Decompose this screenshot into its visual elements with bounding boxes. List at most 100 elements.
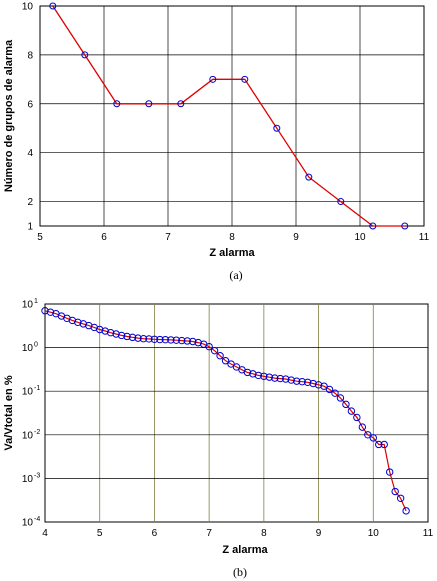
chart-b-y-tick-label: 10 <box>22 343 34 354</box>
chart-b-x-tick-label: 8 <box>261 528 267 539</box>
chart-a-ylabel: Número de grupos de alarma <box>3 39 15 192</box>
chart-b-data-point <box>178 336 186 345</box>
chart-b-data-point <box>320 382 328 390</box>
chart-a-grid <box>40 6 424 226</box>
chart-b-x-tick-label: 10 <box>368 528 380 539</box>
chart-b-y-tick-exponent: 0 <box>34 342 38 349</box>
chart-b-data-point <box>150 335 159 344</box>
chart-b-data-point <box>79 320 88 328</box>
chart-b-y-tick-label: 10 <box>22 474 34 485</box>
chart-b-series-line <box>44 310 407 512</box>
chart-b-data-point <box>249 370 257 378</box>
chart-b-data-point <box>358 423 367 431</box>
chart-b-data-point <box>364 431 372 439</box>
chart-b-ylabel: Va/Vtotal en % <box>3 375 15 450</box>
chart-a-data-point <box>401 222 409 230</box>
chart-b-y-tick-label: 10 <box>22 430 34 441</box>
chart-b-y-tick-exponent: 1 <box>34 298 38 305</box>
chart-b-data-point <box>353 413 361 422</box>
chart-b-y-tick-label: 10 <box>22 300 34 311</box>
chart-b-data-point <box>41 307 49 315</box>
chart-b-x-ticks: 4 5 6 7 8 9 10 11 <box>42 528 433 539</box>
chart-a-data-point <box>49 2 57 10</box>
chart-a-x-tick-label: 10 <box>354 232 366 243</box>
chart-b-xlabel: Z alarma <box>222 544 268 556</box>
chart-a-data-point <box>145 100 153 108</box>
chart-a-y-tick-label: 2 <box>27 197 33 208</box>
chart-b-data-point <box>391 487 399 496</box>
chart-b-data-point <box>336 394 345 402</box>
chart-b-data-point <box>375 440 383 449</box>
chart-b-data-point <box>221 357 230 365</box>
chart-a-data-point <box>241 75 249 83</box>
chart-a-x-tick-label: 8 <box>229 232 235 243</box>
chart-b-data-point <box>96 325 104 334</box>
chart-b-data-point <box>265 373 274 381</box>
chart-a-y-tick-label: 8 <box>27 50 33 61</box>
chart-a-y-tick-label: 1 <box>27 222 33 233</box>
chart-a-data-point <box>369 222 377 230</box>
chart-a-data-point <box>209 75 217 83</box>
chart-b-data-point <box>128 333 137 342</box>
chart-b-y-tick-exponent: -4 <box>34 516 40 523</box>
chart-b-data-point <box>271 374 279 382</box>
chart-b-y-tick-exponent: -3 <box>34 472 40 479</box>
chart-b-data-point <box>396 494 405 502</box>
chart-a-data-point <box>337 198 345 206</box>
chart-a-x-ticks: 5 6 7 8 9 10 11 <box>37 232 429 243</box>
chart-b-x-tick-label: 11 <box>423 528 434 539</box>
chart-b-data-point <box>260 372 268 380</box>
chart-b-x-tick-label: 5 <box>97 528 103 539</box>
chart-b-data-point <box>156 335 164 344</box>
chart-a-series <box>49 2 409 230</box>
chart-b-x-tick-label: 6 <box>152 528 158 539</box>
chart-b-data-point <box>314 381 323 389</box>
chart-b-panel-label: (b) <box>233 565 247 579</box>
chart-a-series-line <box>52 5 405 227</box>
chart-b-data-point <box>347 407 356 415</box>
chart-b-data-point <box>205 342 213 351</box>
chart-a-data-point <box>113 100 121 108</box>
chart-b-plot-area <box>44 303 429 523</box>
chart-b-data-point <box>123 332 131 341</box>
chart-b-data-point <box>106 328 115 337</box>
chart-a-panel-label: (a) <box>229 268 242 282</box>
chart-a-data-point <box>81 51 89 59</box>
chart-b-data-point <box>216 352 224 360</box>
chart-b-data-point <box>183 337 191 345</box>
chart-b-data-point <box>276 374 284 383</box>
chart-b-data-point <box>369 434 377 442</box>
chart-b-x-tick-label: 7 <box>206 528 212 539</box>
chart-b-data-point <box>172 336 181 344</box>
chart-b-data-point <box>112 330 120 338</box>
chart-a-y-ticks: 1 2 4 6 8 10 <box>22 2 34 233</box>
chart-a-data-point <box>273 124 281 132</box>
chart-a-x-tick-label: 11 <box>419 232 430 243</box>
chart-b-data-point <box>325 385 334 394</box>
chart-a-y-tick-label: 10 <box>22 2 34 13</box>
chart-a-y-tick-label: 4 <box>27 148 33 159</box>
chart-b-y-tick-label: 10 <box>22 387 34 398</box>
chart-b-data-point <box>210 346 219 355</box>
chart-b-y-tick-exponent: -1 <box>34 385 40 392</box>
chart-b-data-point <box>145 335 153 343</box>
chart-b-data-point <box>402 507 410 515</box>
chart-b-data-point <box>292 377 301 385</box>
chart-b-data-point <box>298 378 306 386</box>
chart-b-data-point <box>194 338 202 347</box>
chart-b-y-tick-exponent: -2 <box>34 429 40 436</box>
chart-b-data-point <box>101 327 109 335</box>
chart-b-data-point <box>74 318 82 327</box>
chart-b-data-point <box>303 378 312 387</box>
chart-a-x-tick-label: 7 <box>165 232 171 243</box>
chart-b-series <box>41 307 410 515</box>
chart-b-data-point <box>386 468 394 476</box>
chart-b-y-tick-label: 10 <box>22 518 34 529</box>
chart-b-data-point <box>134 334 142 342</box>
chart-a-x-tick-label: 6 <box>101 232 107 243</box>
chart-b-data-point <box>243 368 252 377</box>
chart-b-data-point <box>254 371 263 380</box>
